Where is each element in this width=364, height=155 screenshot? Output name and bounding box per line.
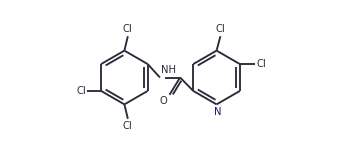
Text: Cl: Cl [123,24,133,34]
Text: Cl: Cl [76,86,86,96]
Text: Cl: Cl [256,59,266,69]
Text: Cl: Cl [123,121,133,131]
Text: NH: NH [161,65,176,75]
Text: Cl: Cl [215,24,225,34]
Text: O: O [160,96,167,106]
Text: N: N [214,107,221,117]
